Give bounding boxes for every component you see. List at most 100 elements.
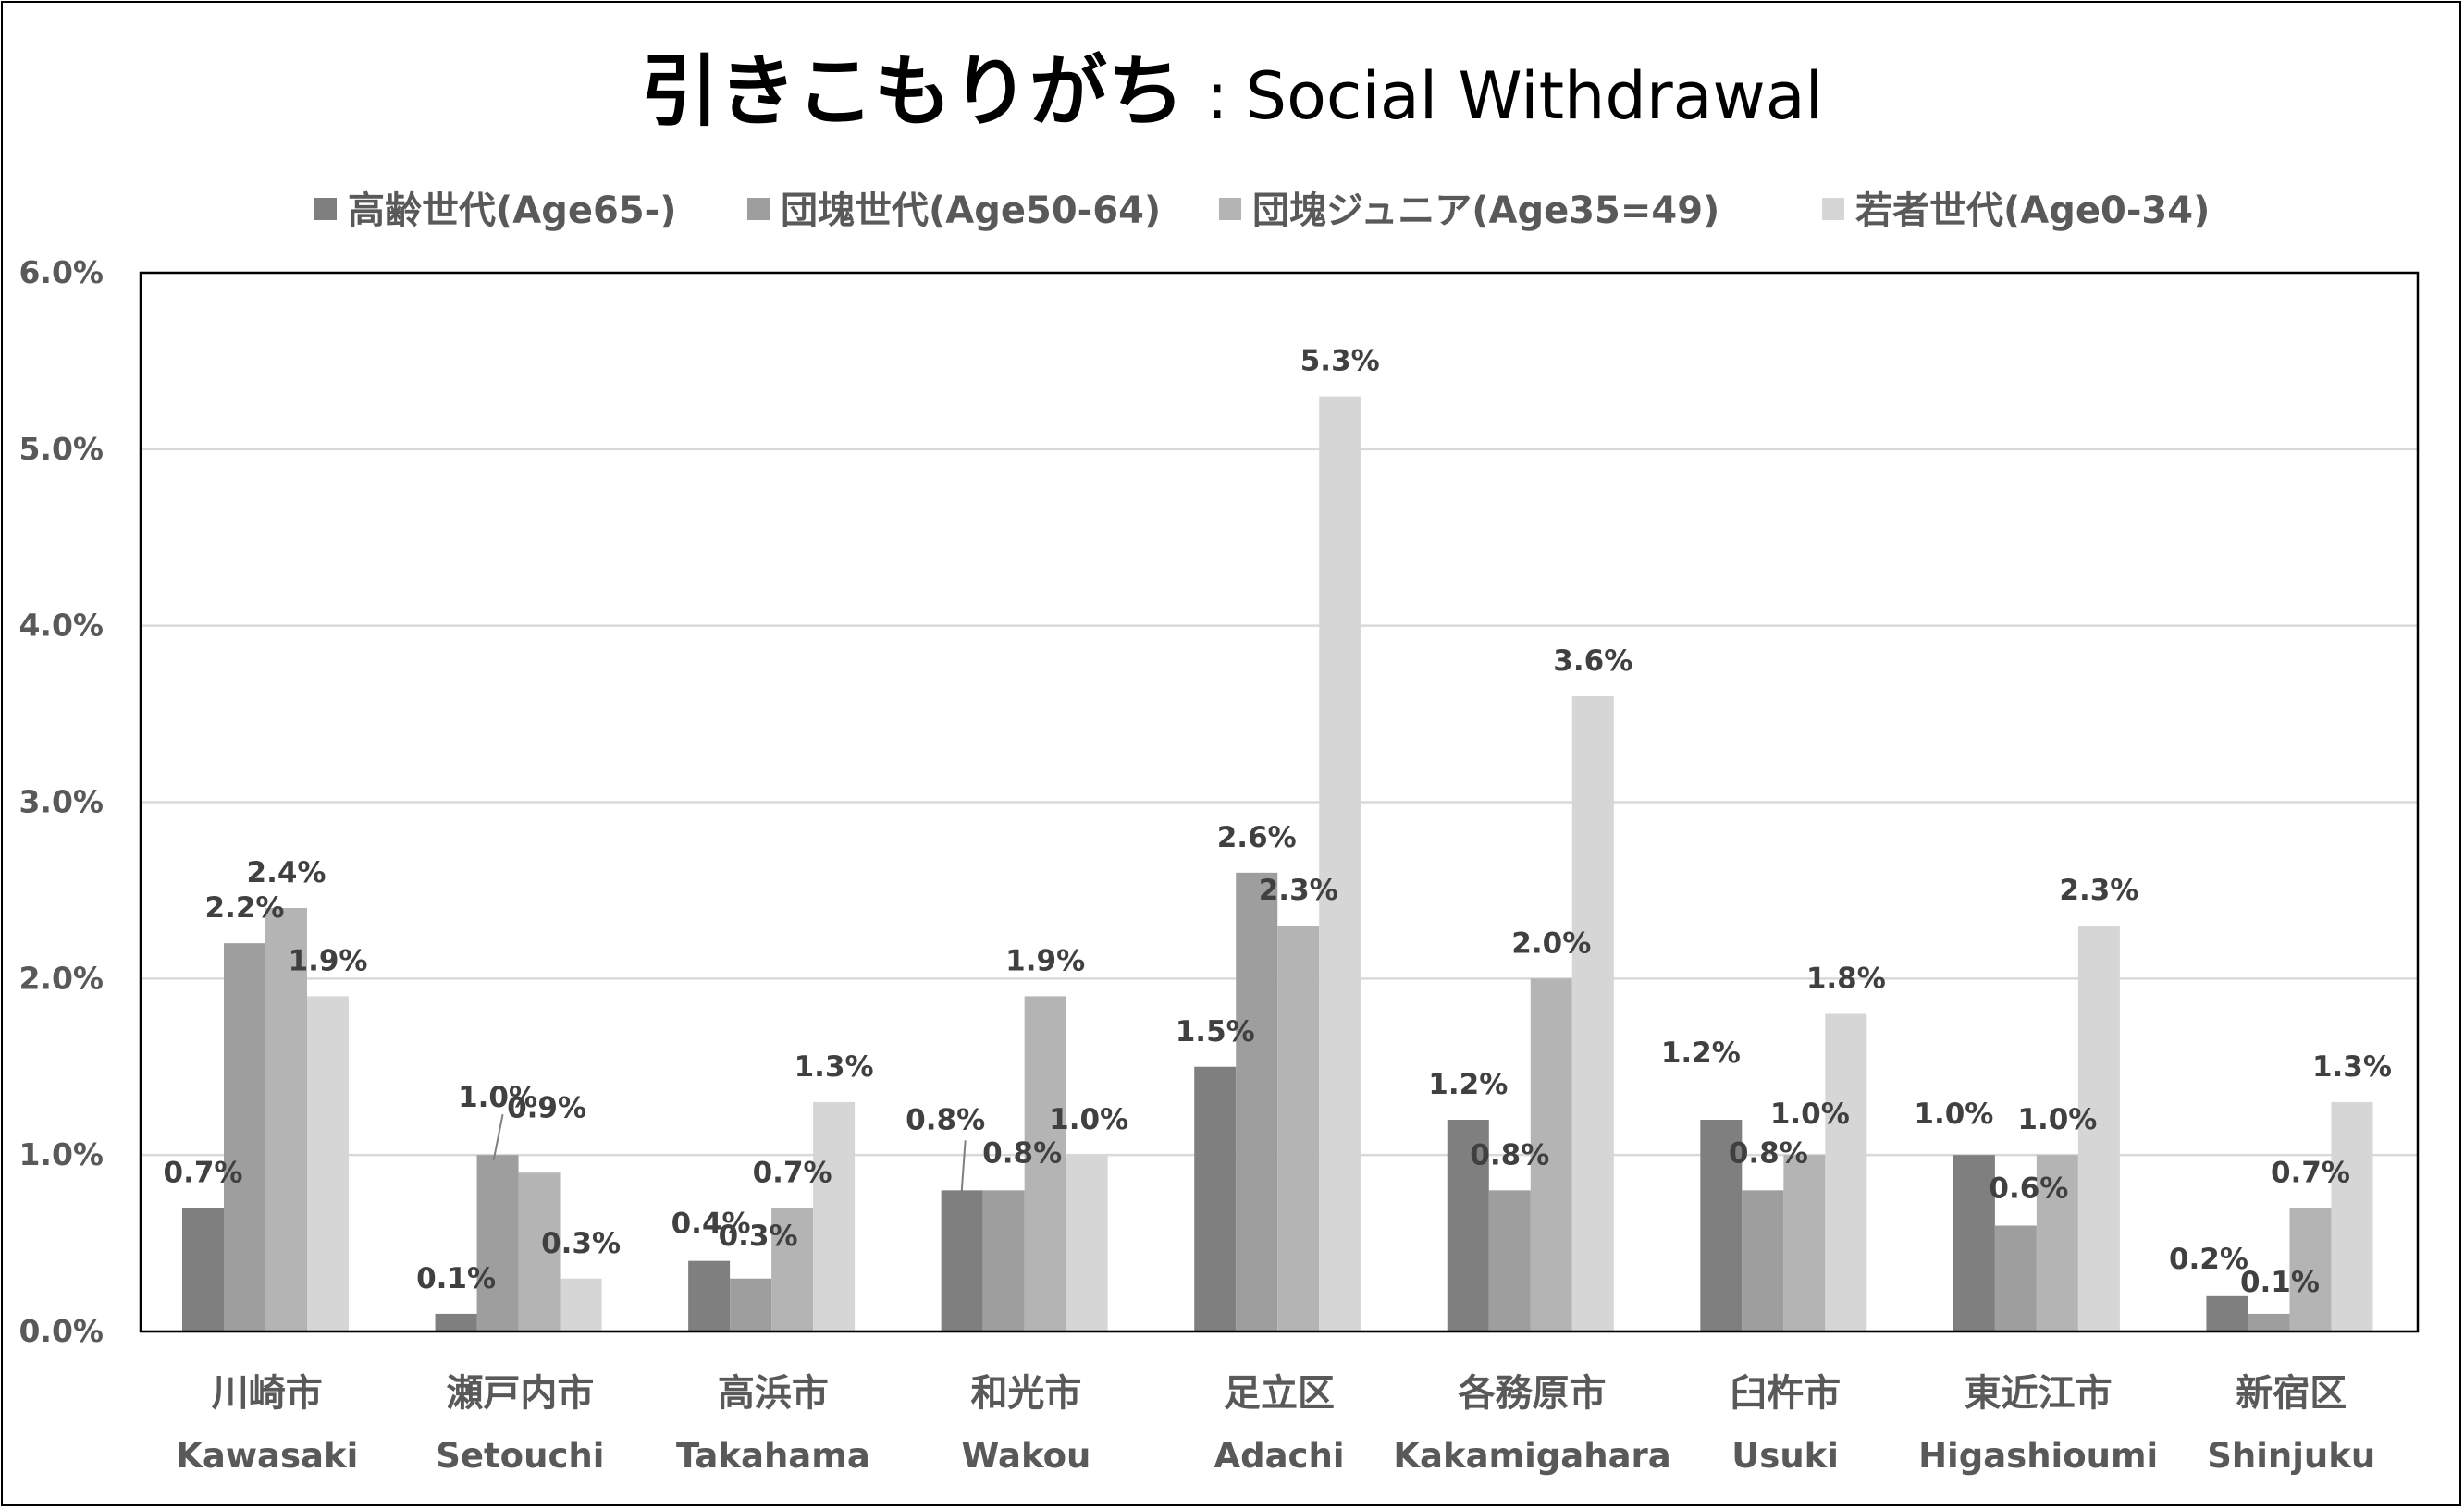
category-label-en: Higashioumi — [1918, 1436, 2158, 1476]
y-axis: 0.0% 1.0% 2.0% 3.0% 4.0% 5.0% 6.0% — [18, 254, 104, 1349]
data-label: 1.3% — [2312, 1050, 2392, 1084]
data-label: 2.4% — [247, 856, 326, 889]
y-tick-label: 5.0% — [18, 431, 104, 467]
y-tick-label: 3.0% — [18, 784, 104, 820]
bar — [813, 1101, 856, 1331]
chart-title-jp: 引きこもりがち — [641, 46, 1185, 137]
data-label: 1.5% — [1176, 1015, 1255, 1049]
category-label-jp: 新宿区 — [2236, 1372, 2347, 1415]
legend-entry-label: 団塊ジュニア(Age35=49) — [1252, 190, 1719, 232]
data-label: 1.9% — [289, 944, 368, 977]
category-label-jp: 臼杵市 — [1730, 1372, 1841, 1415]
y-tick-label: 1.0% — [18, 1136, 104, 1172]
category-label-en: Kawasaki — [176, 1436, 358, 1476]
bar — [2077, 926, 2120, 1331]
bar — [1783, 1155, 1826, 1331]
category-label-jp: 瀬戸内市 — [446, 1372, 594, 1415]
bar — [1700, 1120, 1743, 1331]
bar — [730, 1278, 772, 1331]
bar — [2248, 1313, 2290, 1331]
bar — [1024, 996, 1066, 1331]
bar — [982, 1190, 1025, 1331]
data-label: 0.7% — [164, 1156, 243, 1189]
bar — [688, 1260, 731, 1331]
bar — [1530, 978, 1572, 1331]
bar — [307, 996, 349, 1331]
bar — [2289, 1208, 2332, 1331]
bar — [771, 1208, 814, 1331]
y-tick-label: 0.0% — [18, 1313, 104, 1349]
category-label-en: Shinjuku — [2207, 1436, 2375, 1476]
category-label-en: Setouchi — [436, 1436, 604, 1476]
data-label: 0.8% — [1729, 1136, 1808, 1170]
bar — [1953, 1155, 1995, 1331]
data-label: 0.7% — [2271, 1156, 2350, 1189]
bar — [1319, 396, 1361, 1331]
bar — [2036, 1155, 2078, 1331]
bar — [941, 1190, 983, 1331]
category-label-jp: 東近江市 — [1965, 1372, 2113, 1415]
data-label: 0.9% — [507, 1091, 586, 1124]
data-label: 1.0% — [1049, 1103, 1128, 1136]
data-label: 0.7% — [753, 1156, 832, 1189]
legend-entry-label: 団塊世代(Age50-64) — [781, 190, 1161, 232]
y-tick-label: 4.0% — [18, 607, 104, 644]
bar — [560, 1278, 602, 1331]
data-label: 2.0% — [1511, 926, 1591, 960]
legend: 高齢世代(Age65-) 団塊世代(Age50-64) 団塊ジュニア(Age35=4… — [314, 190, 2210, 232]
legend-swatch — [314, 198, 337, 220]
bar — [1277, 926, 1320, 1331]
data-label: 5.3% — [1300, 345, 1380, 378]
legend-swatch — [1822, 198, 1844, 220]
data-label: 0.3% — [719, 1220, 798, 1253]
bar — [1825, 1013, 1867, 1331]
chart-title-en: Social Withdrawal — [1246, 58, 1823, 134]
bar — [182, 1208, 224, 1331]
data-label: 0.1% — [416, 1262, 496, 1295]
plot-area-border — [139, 271, 2420, 1333]
category-label-jp: 高浜市 — [718, 1372, 829, 1415]
data-label: 3.6% — [1553, 644, 1632, 678]
data-label: 1.0% — [2017, 1103, 2097, 1136]
category-label-en: Kakamigahara — [1393, 1436, 1670, 1476]
category-label-jp: 足立区 — [1224, 1372, 1335, 1415]
data-label: 0.2% — [2169, 1243, 2248, 1276]
bar — [1447, 1120, 1489, 1331]
chart-title: 引きこもりがち : Social Withdrawal — [641, 46, 1823, 137]
data-label: 0.6% — [1989, 1172, 2068, 1206]
bar — [435, 1313, 477, 1331]
category-label-jp: 川崎市 — [212, 1372, 323, 1415]
bar — [1994, 1225, 2037, 1331]
bar — [518, 1172, 561, 1331]
data-label: 1.0% — [458, 1081, 537, 1114]
data-label: 1.2% — [1661, 1037, 1741, 1070]
bar — [1236, 872, 1278, 1331]
data-label: 1.8% — [1806, 963, 1886, 996]
leader-line — [492, 1113, 504, 1161]
bar — [1194, 1066, 1237, 1331]
y-tick-label: 2.0% — [18, 960, 104, 996]
category-label-en: Adachi — [1214, 1436, 1344, 1476]
bar — [1742, 1190, 1784, 1331]
data-label: 1.9% — [1005, 944, 1085, 977]
data-label: 0.4% — [671, 1208, 751, 1241]
bar — [1066, 1155, 1108, 1331]
category-label-jp: 各務原市 — [1459, 1372, 1607, 1415]
data-label: 1.0% — [1914, 1098, 1993, 1131]
legend-entry-label: 若者世代(Age0-34) — [1855, 190, 2210, 232]
data-label: 2.6% — [1217, 821, 1297, 854]
legend-swatch — [747, 198, 770, 220]
legend-entry-label: 高齢世代(Age65-) — [348, 190, 677, 232]
bars — [182, 396, 2373, 1331]
data-label: 1.2% — [1428, 1068, 1508, 1101]
data-label: 0.8% — [1470, 1138, 1549, 1172]
bar — [1571, 696, 1614, 1331]
data-label: 0.8% — [906, 1103, 985, 1136]
chart-title-sep: : — [1206, 58, 1228, 134]
bar — [1488, 1190, 1531, 1331]
data-label: 1.0% — [1770, 1098, 1850, 1131]
bar — [2206, 1295, 2248, 1331]
data-label: 1.3% — [795, 1050, 874, 1084]
data-label: 2.2% — [205, 891, 285, 925]
